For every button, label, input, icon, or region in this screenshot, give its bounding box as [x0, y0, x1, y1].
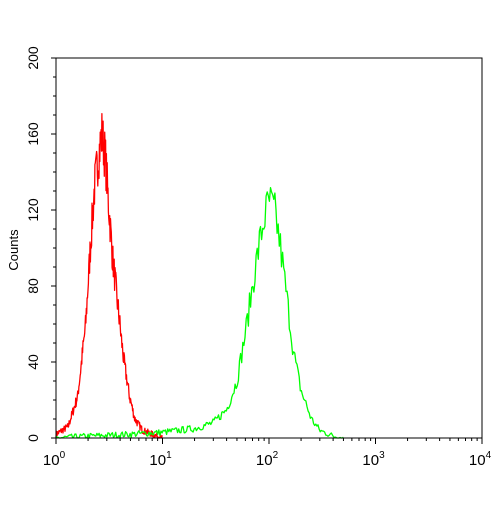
x-tick-label: 102	[256, 450, 279, 469]
x-tick-base: 10	[362, 452, 379, 469]
x-tick-label: 103	[362, 450, 385, 469]
series-line-green	[55, 187, 344, 439]
y-tick-label: 200	[25, 46, 41, 70]
x-tick-label: 101	[149, 450, 172, 469]
x-tick-exponent: 4	[486, 450, 492, 461]
y-tick-label: 0	[25, 434, 41, 442]
y-tick-label: 120	[25, 198, 41, 222]
series-line-red	[55, 113, 163, 439]
x-tick-base: 10	[256, 452, 273, 469]
y-axis-title: Counts	[6, 229, 21, 271]
x-tick-base: 10	[43, 452, 60, 469]
x-tick-exponent: 2	[273, 450, 279, 461]
x-tick-exponent: 3	[379, 450, 385, 461]
y-tick-label: 40	[25, 354, 41, 370]
x-tick-label: 104	[469, 450, 492, 469]
y-tick-label: 80	[25, 278, 41, 294]
y-tick-label: 160	[25, 122, 41, 146]
x-tick-exponent: 1	[166, 450, 172, 461]
series-layer	[55, 113, 344, 439]
x-tick-exponent: 0	[60, 450, 66, 461]
x-tick-base: 10	[149, 452, 166, 469]
x-tick-label: 100	[43, 450, 66, 469]
x-tick-base: 10	[469, 452, 486, 469]
